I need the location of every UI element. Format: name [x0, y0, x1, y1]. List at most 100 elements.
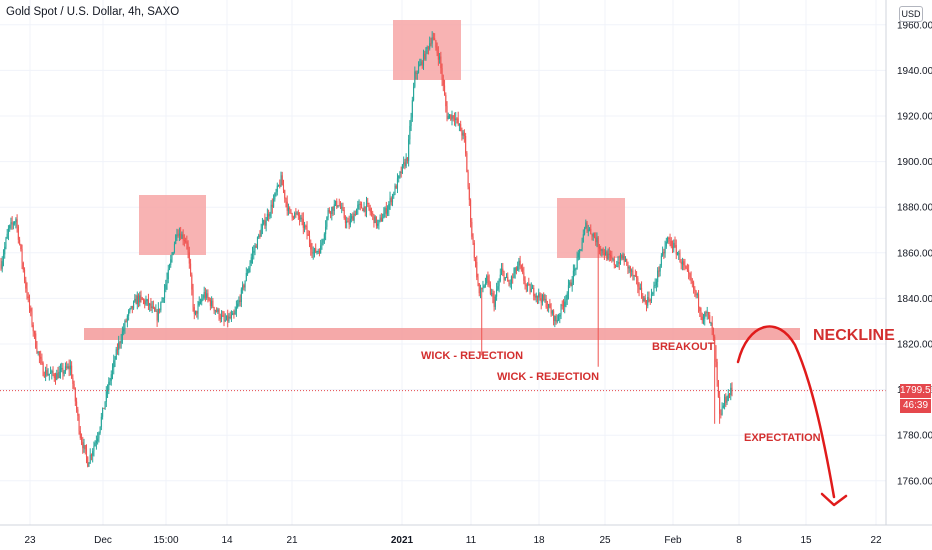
- candle-body: [442, 79, 444, 86]
- candle-body: [658, 270, 660, 272]
- candle-body: [606, 251, 608, 260]
- candle-body: [685, 266, 687, 269]
- candle-body: [135, 298, 137, 305]
- candle-body: [67, 366, 69, 368]
- candle-body: [517, 266, 519, 271]
- candle-body: [50, 372, 52, 374]
- candle-body: [612, 258, 614, 260]
- candle-body: [598, 246, 600, 249]
- arrow-head: [820, 492, 848, 507]
- candle-body: [571, 282, 573, 286]
- candle-body: [467, 172, 469, 187]
- candle-body: [36, 347, 38, 353]
- candle-body: [655, 281, 657, 285]
- candle-body: [168, 264, 171, 270]
- candle-body: [528, 283, 530, 285]
- candle-body: [649, 299, 651, 301]
- candle-body: [263, 220, 265, 225]
- candle-body: [66, 366, 68, 368]
- candle-body: [720, 413, 722, 415]
- candle-body: [140, 295, 142, 298]
- candle-body: [337, 205, 339, 207]
- candle-body: [628, 266, 630, 269]
- candle-body: [439, 56, 441, 60]
- candle-body: [493, 296, 495, 307]
- candle-body: [41, 358, 43, 364]
- candle-body: [292, 217, 294, 219]
- candle-body: [631, 270, 633, 272]
- y-tick-label: 1940.00: [897, 66, 932, 77]
- candle-body: [557, 316, 560, 321]
- candle-body: [253, 250, 255, 253]
- candle-body: [632, 270, 634, 276]
- candle-body: [611, 256, 613, 260]
- candle-body: [673, 242, 675, 249]
- candle-body: [608, 253, 610, 256]
- candle-body: [368, 203, 370, 209]
- candle-body: [432, 37, 434, 39]
- candle-body: [251, 252, 254, 258]
- candle-body: [725, 396, 727, 403]
- candle-body: [531, 287, 534, 289]
- candle-body: [227, 315, 229, 322]
- candle-body: [701, 316, 703, 321]
- x-tick-label: 15:00: [153, 535, 178, 546]
- candle-body: [69, 365, 71, 370]
- candle-body: [689, 273, 691, 278]
- candle-body: [465, 136, 467, 154]
- neckline-label: NECKLINE: [813, 327, 895, 344]
- candle-body: [654, 284, 656, 286]
- candle-body: [505, 276, 508, 278]
- candle-body: [104, 401, 106, 409]
- x-tick-label: 2021: [391, 535, 414, 546]
- candle-body: [590, 228, 592, 234]
- candle-body: [730, 387, 732, 395]
- currency-button[interactable]: USD: [899, 6, 923, 22]
- candle-body: [217, 309, 219, 312]
- candle-body: [15, 219, 17, 223]
- candle-body: [266, 213, 268, 221]
- candle-body: [622, 255, 624, 259]
- candle-body: [26, 288, 28, 297]
- candle-body: [406, 157, 408, 161]
- candle-body: [390, 198, 392, 203]
- candle-body: [156, 310, 158, 321]
- candle-body: [498, 280, 500, 287]
- x-tick-label: 15: [800, 535, 812, 546]
- candle-body: [424, 53, 426, 60]
- candle-body: [254, 245, 256, 251]
- candle-body: [670, 240, 672, 247]
- candle-body: [318, 250, 320, 254]
- candle-body: [409, 125, 411, 140]
- candle-body: [17, 226, 19, 240]
- candle-body: [520, 265, 522, 269]
- candle-body: [277, 185, 280, 187]
- candle-body: [360, 204, 363, 209]
- candle-body: [575, 268, 577, 270]
- candle-body: [192, 289, 194, 308]
- candle-body: [636, 275, 638, 279]
- candle-body: [644, 297, 646, 303]
- candle-body: [279, 185, 281, 187]
- candle-body: [239, 300, 241, 302]
- candle-body: [99, 426, 101, 433]
- candle-body: [379, 217, 381, 220]
- candle-body: [617, 262, 619, 266]
- candle-body: [321, 242, 323, 246]
- candle-body: [451, 115, 453, 120]
- candle-body: [147, 299, 149, 306]
- y-tick-label: 1880.00: [897, 203, 932, 214]
- candle-body: [411, 100, 413, 118]
- candle-body: [72, 378, 74, 384]
- candle-body: [123, 329, 125, 332]
- candle-body: [447, 115, 449, 120]
- candle-body: [71, 365, 73, 379]
- candle-body: [470, 199, 472, 222]
- candle-body: [712, 328, 714, 337]
- candle-body: [686, 268, 688, 271]
- candle-body: [58, 371, 60, 378]
- candle-body: [719, 396, 721, 414]
- candle-body: [47, 374, 49, 376]
- candle-body: [634, 275, 636, 277]
